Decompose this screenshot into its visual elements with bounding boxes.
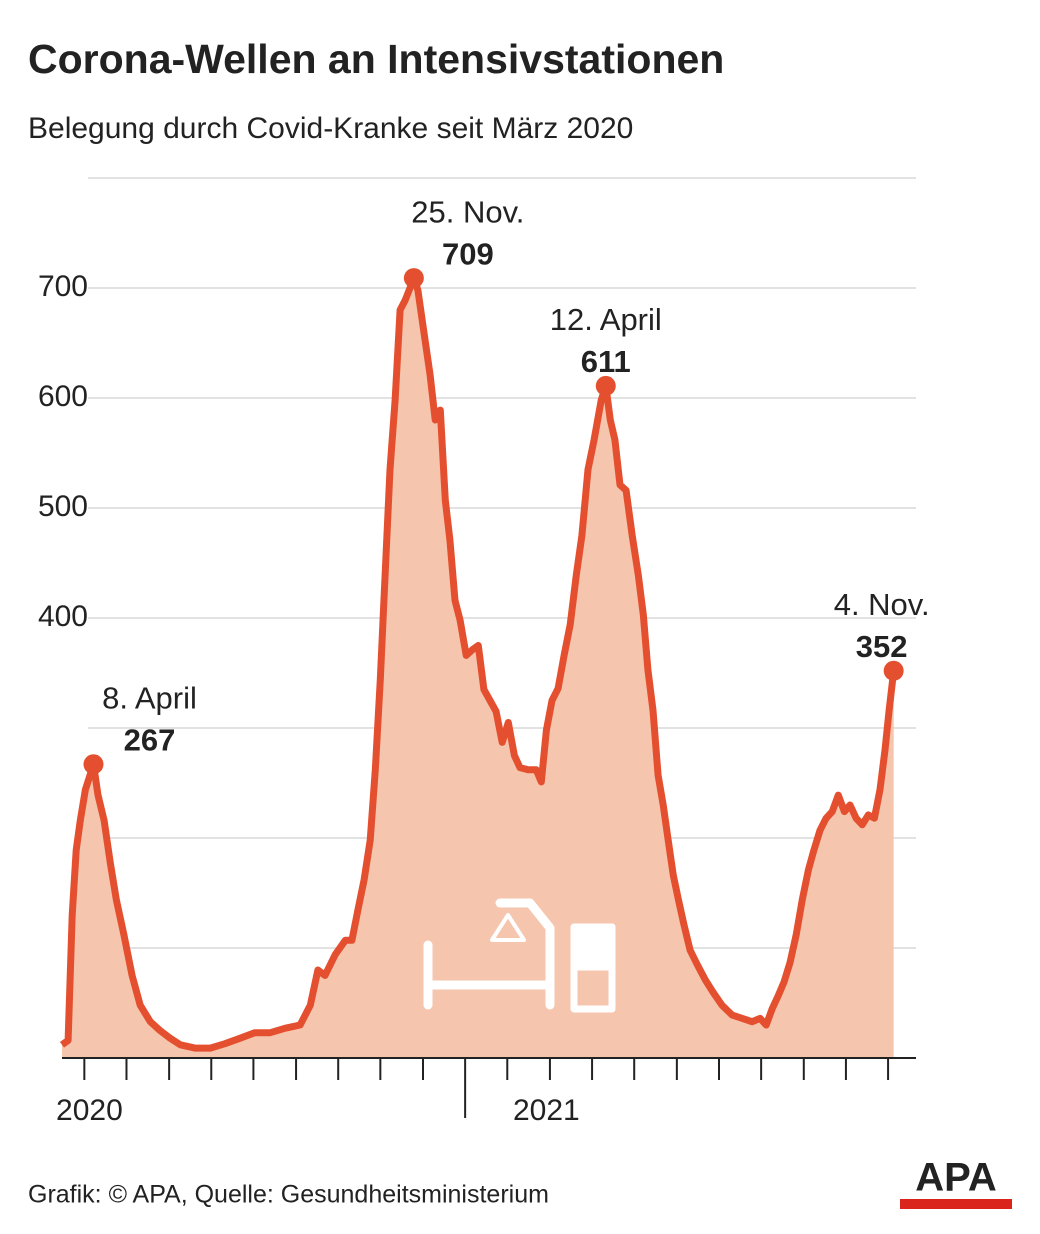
annotation-value: 267	[124, 722, 176, 757]
annotation-date: 12. April	[550, 302, 662, 337]
annotation-value: 611	[581, 344, 631, 379]
annotation-marker	[595, 375, 616, 396]
x-tick-label: 2020	[56, 1094, 123, 1127]
y-tick-label: 600	[38, 380, 88, 413]
source: Grafik: © APA, Quelle: Gesundheitsminist…	[28, 1181, 549, 1209]
annotation-marker	[83, 754, 104, 775]
annotation-date: 25. Nov.	[411, 194, 524, 229]
chart-subtitle: Belegung durch Covid-Kranke seit März 20…	[28, 112, 633, 145]
line	[59, 274, 898, 1052]
annotation-date: 4. Nov.	[834, 587, 930, 622]
logo-bar	[900, 1199, 1012, 1209]
annotation-marker	[403, 268, 424, 289]
x-tick-label: 2021	[513, 1094, 580, 1127]
y-tick-label: 500	[38, 490, 88, 523]
bed-icon	[423, 898, 616, 1013]
annotation-date: 8. April	[102, 680, 197, 715]
logo-text: APA	[915, 1156, 996, 1200]
annotation-marker	[883, 660, 904, 681]
chart-title: Corona-Wellen an Intensivstationen	[28, 36, 724, 82]
y-tick-label: 700	[38, 270, 88, 303]
plot: 400 500 600 700 2020 2021 8. April 267 25. Nov. 7…	[38, 177, 930, 1127]
annotation-value: 352	[856, 629, 908, 664]
y-tick-label: 400	[38, 600, 88, 633]
logo: APA	[900, 1156, 1012, 1209]
annotation-value: 709	[442, 236, 494, 271]
